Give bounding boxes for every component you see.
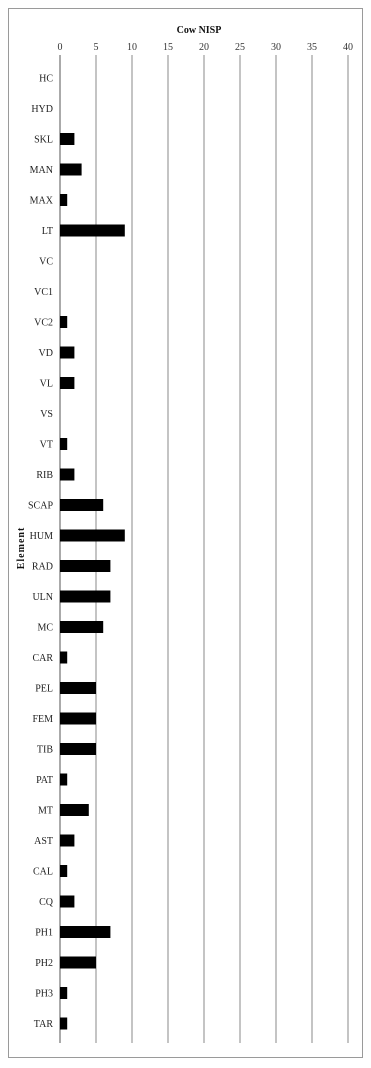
- category-label: MC: [37, 623, 53, 634]
- bar-mc: [60, 621, 104, 633]
- category-label: VL: [40, 379, 53, 390]
- bar-cq: [60, 895, 75, 908]
- bars: [60, 133, 125, 1030]
- category-labels: HC HYD SKL MAN MAX LT VC VC1 VC2 VD VL VS VT RIB SCAP H…: [28, 74, 54, 1031]
- bar-cal: [60, 865, 68, 877]
- chart-frame: [8, 8, 363, 1058]
- bar-ast: [60, 834, 75, 847]
- category-label: MAX: [30, 196, 54, 207]
- category-label: ULN: [32, 592, 53, 603]
- category-label: VD: [39, 348, 53, 359]
- category-label: CAL: [33, 867, 53, 878]
- x-tick-labels: 0 5 10 15 20 25 30 35 40: [58, 42, 354, 53]
- bar-pel: [60, 682, 96, 694]
- category-label: CQ: [39, 897, 54, 908]
- category-label: CAR: [32, 653, 53, 664]
- category-label: RIB: [36, 470, 53, 481]
- category-label: AST: [34, 836, 53, 847]
- x-tick-label: 30: [271, 42, 281, 53]
- bar-mt: [60, 804, 89, 816]
- category-label: PH1: [35, 928, 53, 939]
- bar-rad: [60, 560, 111, 572]
- bar-rib: [60, 468, 75, 481]
- x-tick-label: 5: [94, 42, 99, 53]
- category-label: VS: [40, 409, 53, 420]
- category-label: PAT: [36, 775, 53, 786]
- category-label: VC2: [34, 318, 53, 329]
- category-label: MT: [38, 806, 53, 817]
- bar-man: [60, 163, 82, 176]
- bar-pat: [60, 773, 68, 786]
- category-label: VC1: [34, 287, 53, 298]
- category-label: HC: [39, 74, 53, 85]
- x-tick-label: 15: [163, 42, 173, 53]
- category-label: PEL: [35, 684, 53, 695]
- bar-max: [60, 194, 68, 206]
- x-tick-label: 20: [199, 42, 209, 53]
- category-label: SKL: [34, 135, 53, 146]
- category-label: TIB: [37, 745, 53, 756]
- category-label: MAN: [30, 165, 53, 176]
- x-tick-label: 10: [127, 42, 137, 53]
- gridlines: [59, 55, 349, 1043]
- x-tick-label: 40: [343, 42, 353, 53]
- bar-car: [60, 651, 68, 664]
- bar-tib: [60, 743, 96, 755]
- category-label: VC: [39, 257, 53, 268]
- bar-vc2: [60, 316, 68, 328]
- x-tick-label: 25: [235, 42, 245, 53]
- bar-lt: [60, 224, 125, 237]
- x-axis-title: Cow NISP: [177, 25, 222, 36]
- category-label: PH3: [35, 989, 53, 1000]
- bar-vt: [60, 438, 68, 450]
- category-label: VT: [40, 440, 53, 451]
- bar-tar: [60, 1017, 68, 1030]
- y-axis-title: Element: [16, 527, 27, 570]
- bar-skl: [60, 133, 75, 145]
- category-label: HYD: [31, 104, 53, 115]
- x-tick-label: 0: [58, 42, 63, 53]
- category-label: TAR: [34, 1019, 54, 1030]
- bar-vd: [60, 346, 75, 359]
- bar-ph1: [60, 926, 111, 938]
- bar-ph2: [60, 956, 96, 969]
- bar-vl: [60, 377, 75, 389]
- x-tick-label: 35: [307, 42, 317, 53]
- category-label: FEM: [32, 714, 53, 725]
- bar-scap: [60, 499, 104, 511]
- category-label: PH2: [35, 958, 53, 969]
- bar-uln: [60, 590, 111, 603]
- bar-hum: [60, 529, 125, 542]
- bar-ph3: [60, 987, 68, 999]
- category-label: RAD: [32, 562, 53, 573]
- category-label: SCAP: [28, 501, 53, 512]
- category-label: HUM: [30, 531, 53, 542]
- bar-fem: [60, 712, 96, 725]
- category-label: LT: [42, 226, 53, 237]
